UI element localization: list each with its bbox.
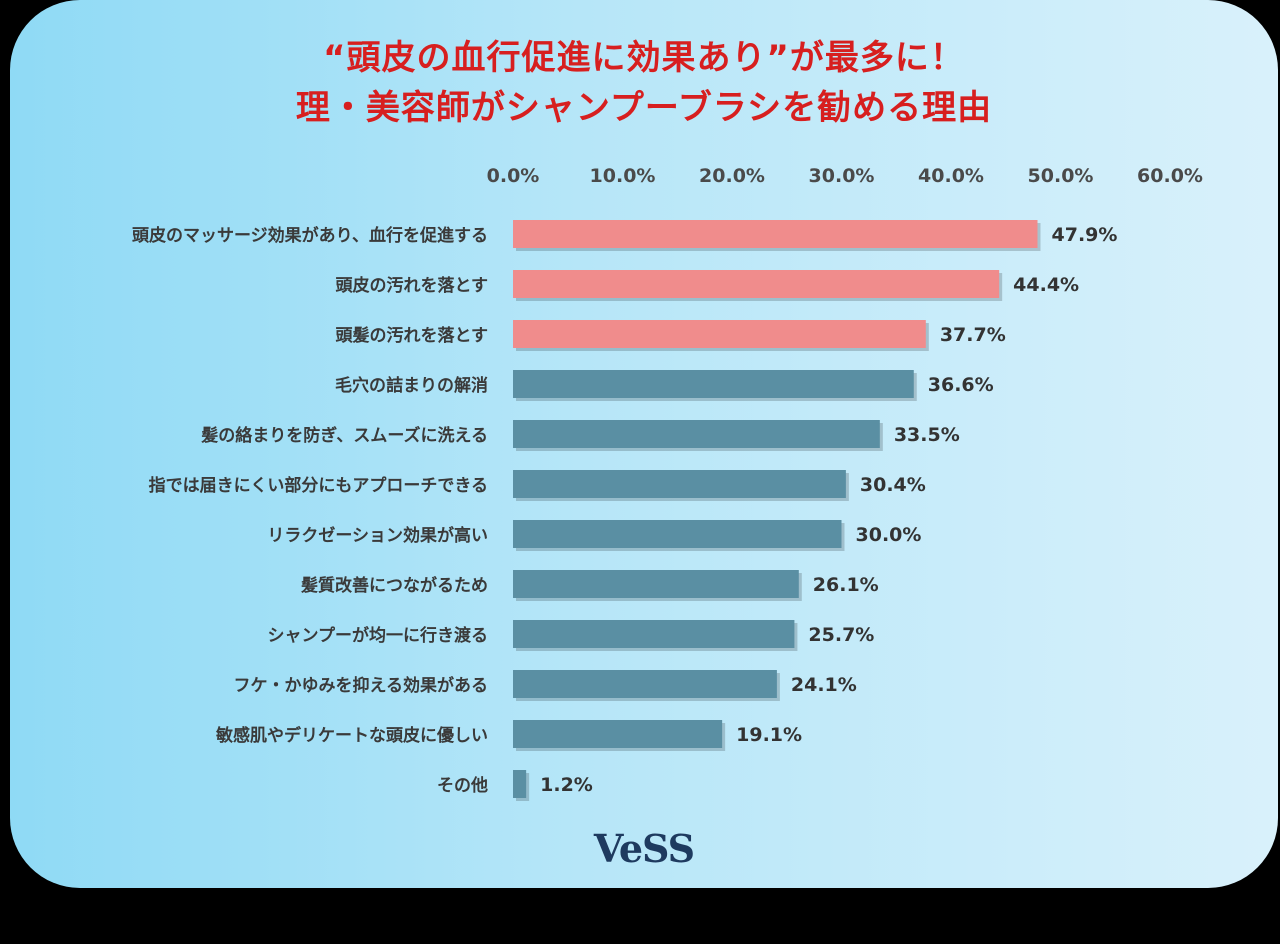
- bar: [513, 220, 1038, 248]
- value-label: 19.1%: [736, 724, 802, 746]
- value-label: 24.1%: [791, 674, 857, 696]
- category-label: 指では届きにくい部分にもアプローチできる: [149, 475, 488, 496]
- bar: [513, 420, 880, 448]
- value-label: 47.9%: [1052, 224, 1118, 246]
- category-label: 毛穴の詰まりの解消: [335, 375, 488, 396]
- value-label: 36.6%: [928, 374, 994, 396]
- bar: [513, 570, 799, 598]
- value-label: 44.4%: [1013, 274, 1079, 296]
- chart-card: “頭皮の血行促進に効果あり”が最多に！ 理・美容師がシャンプーブラシを勧める理由…: [10, 0, 1278, 888]
- x-tick-label: 30.0%: [809, 165, 875, 187]
- category-label: フケ・かゆみを抑える効果がある: [234, 675, 489, 696]
- bar: [513, 270, 1000, 298]
- chart-title-line-1: “頭皮の血行促進に効果あり”が最多に！: [323, 38, 965, 78]
- category-label: 頭皮のマッサージ効果があり、血行を促進する: [132, 225, 488, 246]
- value-label: 26.1%: [813, 574, 879, 596]
- bar: [513, 770, 527, 798]
- category-label: 髪質改善につながるため: [300, 575, 488, 596]
- chart-title-line-2: 理・美容師がシャンプーブラシを勧める理由: [295, 88, 993, 128]
- bar: [513, 520, 842, 548]
- bar: [513, 470, 846, 498]
- x-tick-label: 20.0%: [699, 165, 765, 187]
- category-label: 頭皮の汚れを落とす: [336, 275, 489, 296]
- value-label: 25.7%: [808, 624, 874, 646]
- value-label: 37.7%: [940, 324, 1006, 346]
- x-tick-label: 60.0%: [1137, 165, 1203, 187]
- category-label: その他: [437, 775, 488, 796]
- bar: [513, 620, 795, 648]
- vess-logo: VeSS: [593, 826, 695, 871]
- value-label: 30.4%: [860, 474, 926, 496]
- value-label: 1.2%: [540, 774, 593, 796]
- value-label: 30.0%: [856, 524, 922, 546]
- bar: [513, 670, 777, 698]
- category-label: 頭髪の汚れを落とす: [336, 325, 489, 346]
- bar: [513, 370, 914, 398]
- bar: [513, 720, 723, 748]
- x-tick-label: 40.0%: [918, 165, 984, 187]
- x-tick-label: 10.0%: [590, 165, 656, 187]
- category-label: 敏感肌やデリケートな頭皮に優しい: [215, 725, 488, 746]
- category-label: リラクゼーション効果が高い: [267, 525, 488, 546]
- bar: [513, 320, 926, 348]
- category-label: 髪の絡まりを防ぎ、スムーズに洗える: [200, 425, 488, 446]
- value-label: 33.5%: [894, 424, 960, 446]
- category-label: シャンプーが均一に行き渡る: [268, 625, 489, 646]
- x-tick-label: 0.0%: [487, 165, 540, 187]
- bar-chart: 0.0% 10.0% 20.0% 30.0% 40.0% 50.0% 60.0% 頭皮のマッサ…: [132, 165, 1203, 801]
- x-tick-label: 50.0%: [1028, 165, 1094, 187]
